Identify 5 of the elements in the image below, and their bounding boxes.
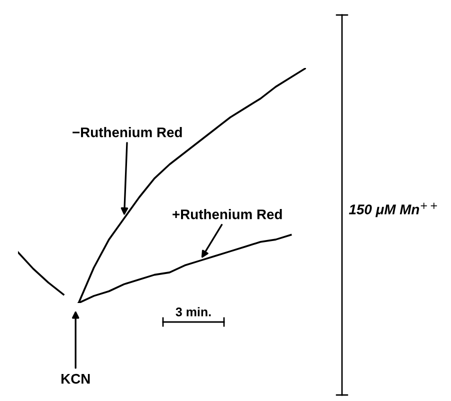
- text: KCN: [61, 374, 90, 384]
- series-label: −Ruthenium Red: [72, 127, 182, 138]
- series-label: +Ruthenium Red: [172, 209, 282, 220]
- text: 3 min.: [176, 307, 211, 316]
- text: 150 μM Mn$^{++}$: [348, 202, 437, 218]
